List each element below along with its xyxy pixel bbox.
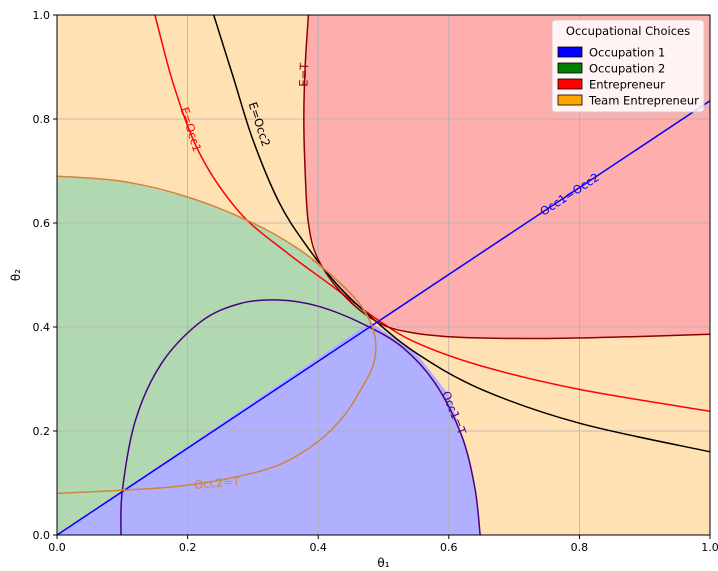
- region-occupation-2: [57, 176, 371, 535]
- legend: Occupational Choices Occupation 1 Occupat…: [551, 19, 705, 113]
- x-tick-label: 0.6: [440, 541, 458, 554]
- legend-swatch-occupation-1: [557, 46, 583, 58]
- legend-swatch-entrepreneur: [557, 78, 583, 90]
- curve-label-group: Occ2=T: [194, 474, 242, 492]
- legend-swatch-team-entrepreneur: [557, 94, 583, 106]
- curve-e-occ2: [213, 15, 710, 453]
- legend-box: [551, 19, 705, 113]
- legend-label-occupation-1: Occupation 1: [589, 46, 665, 60]
- y-tick-label: 0.4: [33, 321, 51, 334]
- legend-label-entrepreneur: Entrepreneur: [589, 78, 665, 92]
- y-tick-label: 0.6: [33, 217, 51, 230]
- curve-occ1-occ2: [57, 100, 710, 535]
- legend-label-team-entrepreneur: Team Entrepreneur: [588, 94, 699, 108]
- legend-title: Occupational Choices: [566, 24, 690, 38]
- x-tick-label: 0.4: [309, 541, 327, 554]
- curve-label-group: E=T: [296, 62, 311, 87]
- y-tick-label: 1.0: [33, 9, 51, 22]
- curve-occ1-t: [120, 299, 481, 535]
- x-tick-label: 1.0: [701, 541, 718, 554]
- x-tick-label: 0.2: [179, 541, 197, 554]
- x-axis-label: θ₁: [377, 556, 389, 570]
- y-axis-ticks: 0.0 0.2 0.4 0.6 0.8 1.0: [33, 9, 57, 542]
- curve-occc2-t: [57, 175, 377, 495]
- legend-swatch-occupation-2: [557, 62, 583, 74]
- x-tick-label: 0.0: [48, 541, 66, 554]
- curve-label-e-t: E=T: [296, 62, 311, 87]
- plot-frame: [56, 14, 711, 536]
- legend-label-occupation-2: Occupation 2: [589, 62, 665, 76]
- x-tick-label: 0.8: [571, 541, 589, 554]
- curves: [57, 15, 710, 535]
- curve-segment: [311, 258, 372, 323]
- y-tick-label: 0.8: [33, 113, 51, 126]
- curve-e-t: [303, 15, 710, 340]
- y-tick-label: 0.2: [33, 425, 51, 438]
- x-axis-ticks: 0.0 0.2 0.4 0.6 0.8 1.0: [48, 535, 718, 554]
- y-tick-label: 0.0: [33, 529, 51, 542]
- curve-label-occ2-t: Occ2=T: [194, 474, 242, 492]
- region-occupation-1: [57, 321, 481, 535]
- y-axis-label: θ₂: [9, 269, 23, 281]
